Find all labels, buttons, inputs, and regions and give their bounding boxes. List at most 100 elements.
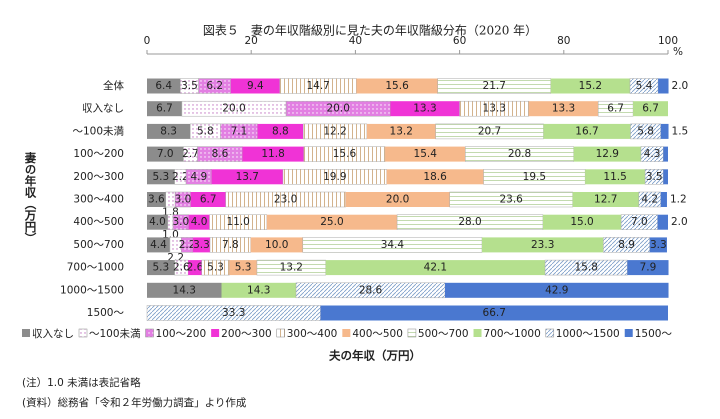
bar-segment	[230, 78, 280, 94]
data-label: 25.0	[320, 216, 343, 228]
y-tick-label: 500～700	[73, 239, 124, 251]
bar-segment	[147, 192, 166, 207]
bar-segment	[366, 123, 436, 139]
data-label: 5.4	[636, 80, 653, 92]
legend-swatch	[145, 328, 154, 338]
bar-segment	[229, 260, 257, 276]
y-tick-label: 400～500	[73, 216, 124, 228]
data-label: 15.4	[414, 148, 438, 160]
bar-segment	[386, 169, 484, 185]
data-label: 10.0	[265, 239, 288, 251]
bar-segment	[649, 237, 667, 253]
y-tick-label: ～100未満	[72, 125, 124, 137]
chart-title: 図表５ 妻の年収階級別に見た夫の年収階級分布（2020 年）	[203, 23, 537, 38]
x-tick-label: 20	[245, 35, 258, 47]
bar-segment	[597, 100, 634, 117]
data-label: 13.7	[236, 171, 259, 183]
data-label: 2.6	[187, 262, 204, 274]
note: (注）1.0 未満は表記省略	[22, 376, 141, 389]
bar-segment	[282, 169, 387, 185]
x-axis-title: 夫の年収（万円）	[329, 349, 421, 363]
bar-segment	[573, 146, 641, 162]
data-label: 20.0	[327, 103, 350, 115]
data-label: 21.7	[483, 80, 506, 92]
data-label: 20.0	[386, 194, 409, 206]
data-label: 42.9	[545, 284, 568, 296]
bar-segment	[147, 214, 168, 230]
data-label: 3.3	[650, 239, 667, 251]
data-label: 4.3	[644, 148, 661, 160]
data-label: 2.0	[671, 216, 688, 228]
bar-segment	[660, 192, 667, 207]
data-label: 3.3	[193, 239, 210, 251]
data-label: 34.4	[381, 239, 405, 251]
legend-swatch	[624, 329, 633, 337]
data-label: 18.6	[423, 171, 447, 183]
bar-segment	[572, 192, 639, 207]
data-label: 12.7	[594, 194, 617, 206]
data-label: 4.4	[150, 239, 167, 251]
data-label: 15.6	[385, 80, 409, 92]
data-label: 6.4	[155, 80, 172, 92]
bar-segment	[221, 282, 297, 298]
bar-segment	[188, 260, 202, 276]
data-label: 11.5	[603, 171, 626, 183]
data-label: 2.7	[182, 148, 199, 160]
legend-swatch	[407, 328, 417, 338]
data-label: 9.4	[247, 80, 264, 92]
bar-segment	[266, 214, 398, 230]
legend-label: 700～1000	[484, 328, 541, 340]
y-tick-label: 200～300	[73, 171, 124, 183]
bar-segment	[660, 123, 669, 139]
bar-segment	[192, 237, 211, 253]
data-label: 6.7	[607, 103, 624, 115]
bar-segment	[627, 260, 669, 276]
data-label: 15.6	[333, 148, 357, 160]
data-label: 42.1	[424, 262, 447, 274]
bar-segment	[550, 78, 630, 94]
data-label: 20.8	[508, 148, 531, 160]
data-label: 1.2	[670, 194, 687, 206]
data-label: 4.9	[190, 171, 207, 183]
data-label: 7.8	[222, 239, 239, 251]
data-label: 6.7	[156, 103, 173, 115]
legend-swatch	[473, 329, 482, 337]
legend-swatch	[545, 328, 555, 338]
x-tick-label: 0	[144, 35, 151, 47]
data-label: 12.2	[323, 125, 346, 137]
data-label: 8.9	[618, 239, 635, 251]
legend-label: 200～300	[221, 328, 272, 340]
y-axis-title: 妻の年収（万円）	[24, 151, 38, 244]
x-tick-label: 60	[453, 35, 466, 47]
bar-segment	[356, 78, 438, 94]
data-label: 5.3	[207, 262, 224, 274]
data-label: 13.2	[390, 125, 413, 137]
data-label: 5.8	[637, 125, 654, 137]
data-label: 3.0	[175, 194, 192, 206]
y-tick-label: 1000～1500	[60, 284, 124, 296]
y-tick-label: 700～1000	[67, 262, 124, 274]
data-label: 8.3	[160, 125, 177, 137]
data-label: 19.5	[523, 171, 546, 183]
note: (資料）総務省「令和２年労働力調査」より作成	[22, 396, 247, 409]
data-label: 20.0	[222, 103, 245, 115]
bar-segment	[482, 237, 604, 253]
data-label: 5.3	[152, 262, 169, 274]
legend-swatch	[22, 329, 30, 337]
data-label: 6.7	[642, 103, 659, 115]
x-unit: %	[673, 46, 683, 58]
data-label: 6.7	[200, 194, 217, 206]
data-label: 4.2	[641, 194, 658, 206]
legend-swatch	[342, 329, 351, 337]
data-label: 20.7	[478, 125, 501, 137]
bar-segment	[585, 169, 646, 185]
bar-segment	[147, 169, 175, 185]
legend-label: ～100未満	[89, 328, 141, 340]
data-label: 4.0	[191, 216, 208, 228]
data-label: 13.3	[552, 103, 575, 115]
data-label: 6.2	[206, 80, 223, 92]
data-label: 19.9	[323, 171, 346, 183]
bar-segment	[325, 260, 546, 276]
